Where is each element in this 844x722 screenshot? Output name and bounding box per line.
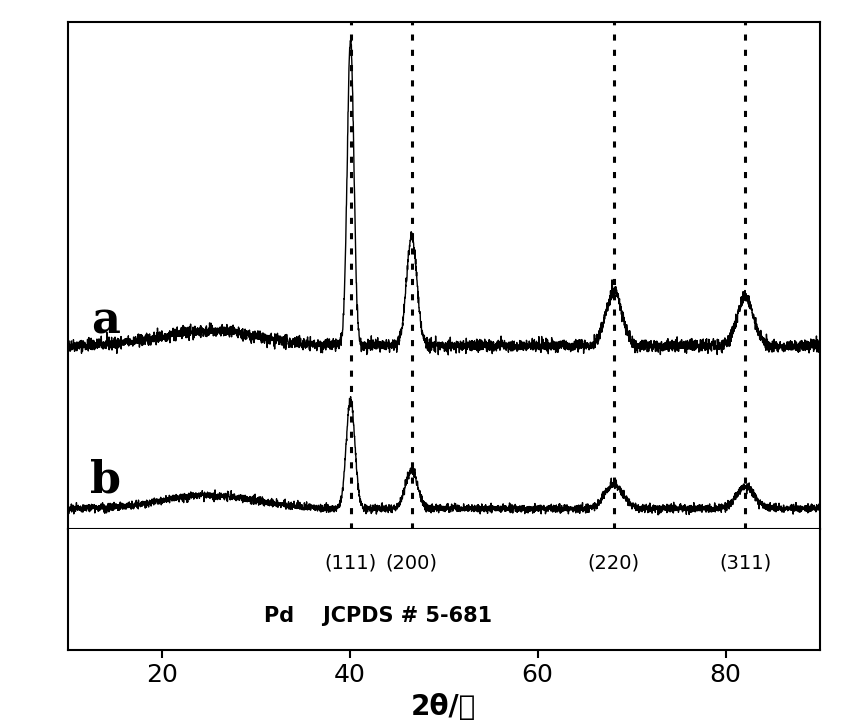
- Text: (311): (311): [718, 553, 771, 573]
- Text: (220): (220): [587, 553, 639, 573]
- X-axis label: 2θ/度: 2θ/度: [410, 692, 476, 721]
- Text: (111): (111): [324, 553, 376, 573]
- Text: b: b: [89, 458, 121, 502]
- Text: Pd    JCPDS # 5-681: Pd JCPDS # 5-681: [263, 606, 491, 626]
- Text: a: a: [90, 300, 120, 343]
- Text: (200): (200): [385, 553, 437, 573]
